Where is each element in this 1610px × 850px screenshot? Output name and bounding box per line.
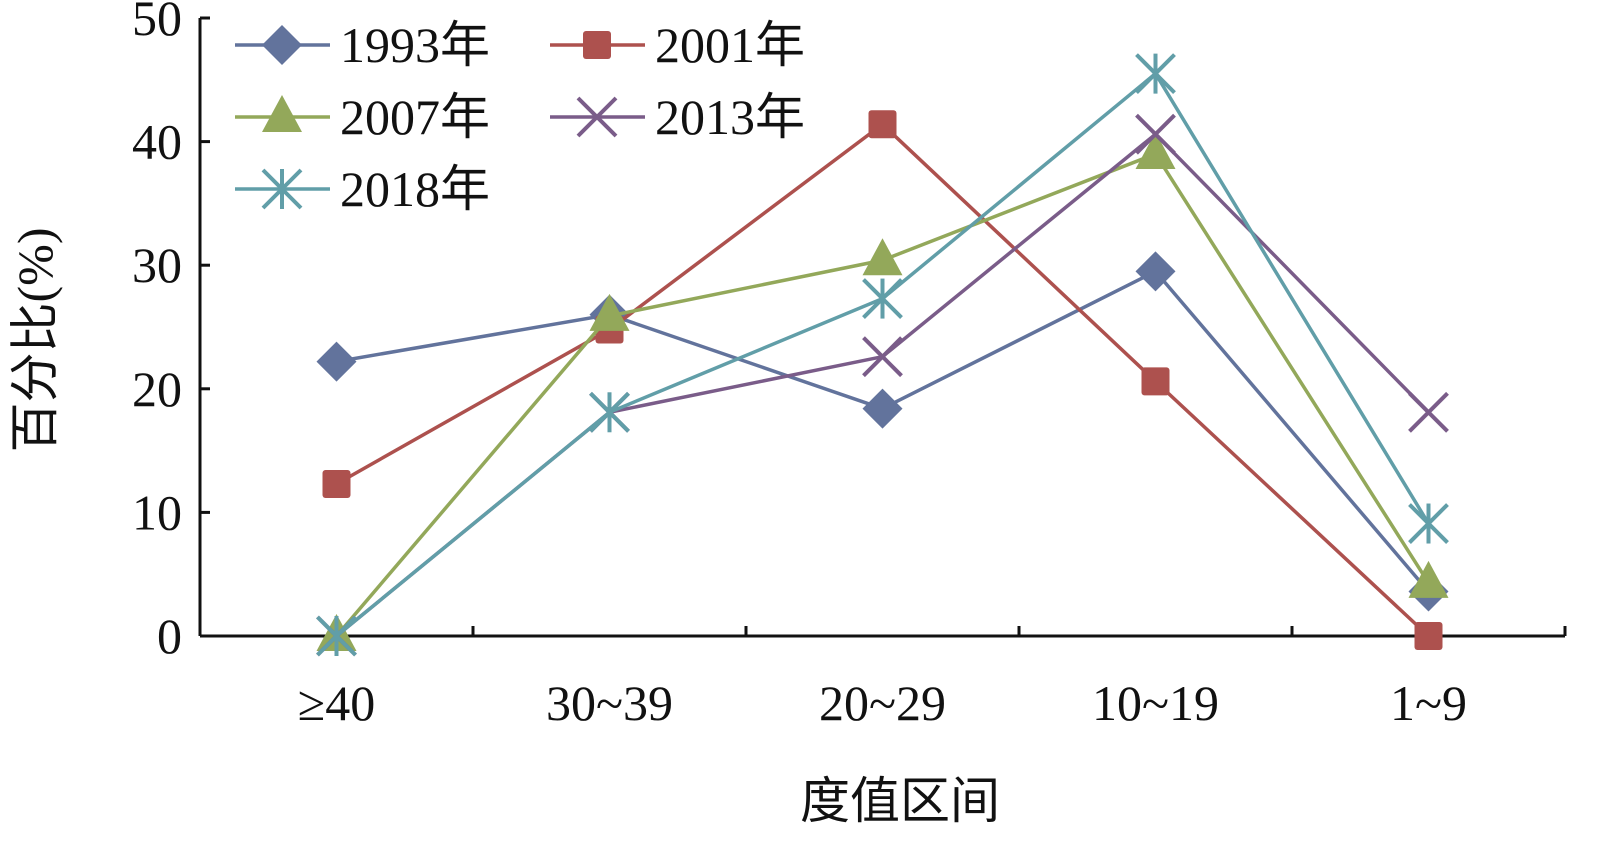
legend-item: 2018年 bbox=[235, 161, 490, 217]
series-2007年 bbox=[316, 131, 1449, 651]
legend-label: 2007年 bbox=[340, 89, 490, 145]
asterisk-marker bbox=[261, 168, 303, 210]
series-line bbox=[335, 122, 1430, 638]
x-marker bbox=[1408, 391, 1449, 433]
y-tick-label: 50 bbox=[132, 0, 182, 46]
asterisk-marker bbox=[316, 615, 357, 657]
x-marker bbox=[862, 336, 903, 378]
diamond-marker bbox=[262, 25, 302, 65]
legend-item: 1993年 bbox=[235, 17, 490, 73]
legend-item: 2013年 bbox=[550, 89, 805, 145]
square-marker bbox=[868, 110, 897, 139]
asterisk-marker bbox=[589, 391, 630, 433]
x-stroke bbox=[576, 96, 618, 138]
triangle-shape bbox=[1408, 560, 1449, 598]
triangle-marker bbox=[589, 293, 630, 331]
x-marker bbox=[1135, 113, 1176, 155]
square-marker bbox=[1414, 622, 1443, 650]
asterisk-marker bbox=[862, 278, 903, 319]
triangle-shape bbox=[262, 95, 302, 132]
triangle-marker bbox=[862, 238, 903, 276]
square-shape bbox=[1414, 622, 1443, 650]
triangle-shape bbox=[1135, 131, 1176, 169]
triangle-marker bbox=[262, 95, 302, 132]
y-tick-label: 30 bbox=[132, 237, 182, 293]
y-axis-label: 百分比(%) bbox=[7, 228, 63, 453]
square-shape bbox=[868, 110, 897, 139]
x-tick-label: 10~19 bbox=[1092, 675, 1219, 731]
legend-label: 2018年 bbox=[340, 161, 490, 217]
diamond-shape bbox=[316, 341, 357, 382]
series-2001年 bbox=[322, 110, 1443, 650]
diamond-shape bbox=[262, 25, 302, 65]
x-stroke bbox=[862, 336, 903, 378]
legend-label: 1993年 bbox=[340, 17, 490, 73]
y-tick-label: 10 bbox=[132, 484, 182, 540]
x-marker bbox=[576, 96, 618, 138]
x-stroke bbox=[1408, 391, 1449, 433]
square-marker bbox=[1141, 367, 1170, 396]
diamond-marker bbox=[1135, 251, 1176, 292]
triangle-marker bbox=[1135, 131, 1176, 169]
series-line bbox=[335, 131, 1430, 638]
asterisk-marker bbox=[1408, 503, 1449, 544]
square-marker bbox=[583, 31, 611, 59]
diamond-marker bbox=[862, 388, 903, 429]
x-tick-label: ≥40 bbox=[298, 675, 375, 731]
x-tick-label: 30~39 bbox=[546, 675, 673, 731]
legend-label: 2013年 bbox=[655, 89, 805, 145]
legend-item: 2001年 bbox=[550, 17, 805, 73]
square-marker bbox=[322, 469, 351, 498]
legend-label: 2001年 bbox=[655, 17, 805, 73]
legend: 1993年 2001年 2007年 2013年 2018年 bbox=[235, 17, 805, 217]
series-group bbox=[316, 53, 1449, 657]
diamond-marker bbox=[316, 341, 357, 382]
series-line bbox=[336, 269, 1430, 593]
diamond-shape bbox=[862, 388, 903, 429]
x-tick-label: 20~29 bbox=[819, 675, 946, 731]
triangle-shape bbox=[589, 293, 630, 331]
series-2018年 bbox=[316, 53, 1449, 657]
square-shape bbox=[583, 31, 611, 59]
y-tick-label: 20 bbox=[132, 361, 182, 417]
legend-item: 2007年 bbox=[235, 89, 490, 145]
square-shape bbox=[322, 469, 351, 498]
y-tick-label: 40 bbox=[132, 114, 182, 170]
axes: 0 10 20 30 40 50 ≥40 30~39 20~29 10~19 1~9 bbox=[132, 0, 1567, 731]
asterisk-marker bbox=[1135, 53, 1176, 95]
triangle-shape bbox=[862, 238, 903, 276]
diamond-shape bbox=[1135, 251, 1176, 292]
x-tick-label: 1~9 bbox=[1390, 675, 1467, 731]
square-shape bbox=[1141, 367, 1170, 396]
y-tick-label: 0 bbox=[157, 608, 182, 664]
triangle-marker bbox=[1408, 560, 1449, 598]
x-axis-label: 度值区间 bbox=[800, 773, 1000, 829]
x-stroke bbox=[1135, 113, 1176, 155]
